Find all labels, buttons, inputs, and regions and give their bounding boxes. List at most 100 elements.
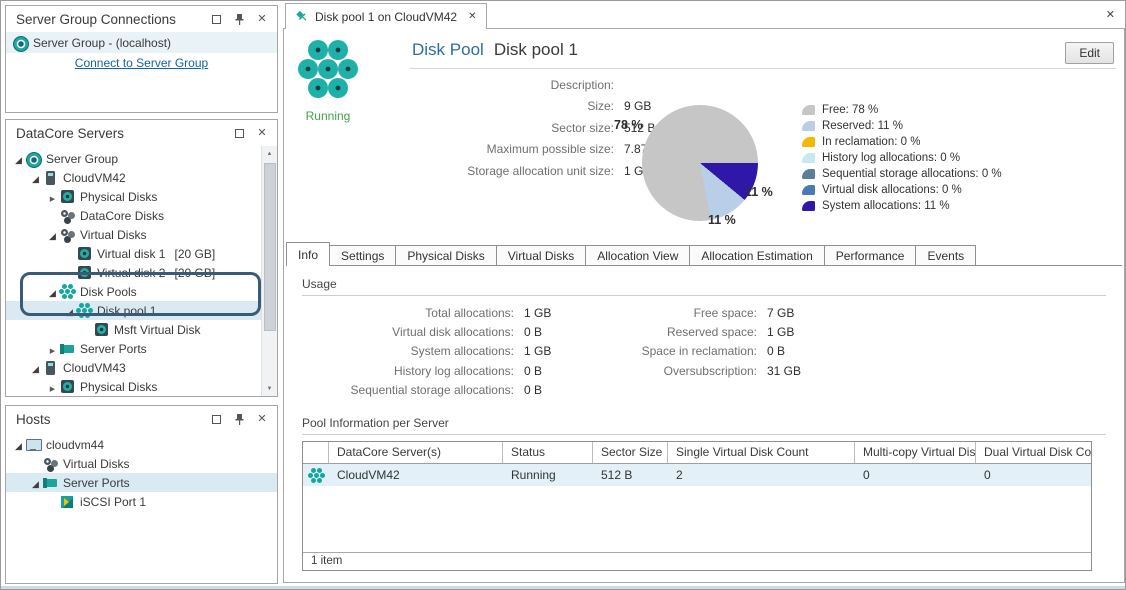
detail-tab[interactable]: Performance [823, 245, 917, 265]
usage-field-row: Free space: 7 GB [574, 303, 801, 322]
tree-item-icon [42, 475, 59, 491]
usage-fields-right: Free space: 7 GB Reserved space: 1 GB Sp… [574, 303, 801, 380]
tree-item[interactable]: DataCore Disks [6, 206, 261, 225]
detail-tab-label: Settings [341, 249, 385, 263]
field-label: Oversubscription: [663, 363, 757, 378]
cell-server: CloudVM42 [337, 468, 400, 482]
connect-to-server-group-link[interactable]: Connect to Server Group [74, 56, 209, 70]
tree-item[interactable]: Virtual Disks [6, 225, 261, 244]
detail-tab[interactable]: Allocation View [585, 245, 691, 265]
table-column-header[interactable] [303, 442, 329, 463]
field-value: 1 GB [767, 324, 795, 339]
field-label: Virtual disk allocations: [392, 324, 514, 339]
tree-item[interactable]: iSCSI Port 1 [6, 492, 277, 511]
tree-item-label: Msft Virtual Disk [114, 322, 201, 337]
maximize-icon[interactable] [231, 126, 247, 140]
scrollbar-thumb[interactable] [263, 163, 276, 331]
table-column-header[interactable]: Dual Virtual Disk Count [976, 442, 1091, 463]
tree-item[interactable]: Disk Pools [6, 282, 261, 301]
tab-close-icon[interactable]: ✕ [468, 11, 477, 22]
tree-item[interactable]: Virtual disk 2 [20 GB] [6, 263, 261, 282]
tree-item[interactable]: Disk pool 1 [6, 301, 261, 320]
tree-item-icon [76, 265, 93, 281]
tree-item[interactable]: CloudVM42 [6, 168, 261, 187]
tree-item-icon [25, 151, 42, 168]
field-label: Size: [587, 99, 614, 114]
tree-expander-icon[interactable] [12, 438, 25, 452]
pin-icon[interactable] [231, 12, 247, 26]
tree-item[interactable]: CloudVM43 [6, 358, 261, 377]
tree-item[interactable]: cloudvm44 [6, 435, 277, 454]
panel-title: DataCore Servers [16, 125, 125, 141]
table-column-header[interactable]: Sector Size [593, 442, 668, 463]
table-row[interactable]: CloudVM42 Running 512 B 2 0 0 [303, 464, 1091, 486]
close-icon[interactable]: ✕ [257, 126, 267, 139]
pie-label-free: 78 % [614, 118, 643, 132]
tree-item[interactable]: Msft Virtual Disk [6, 320, 261, 339]
usage-field-row: History log allocations: 0 B [302, 361, 551, 380]
tree-item[interactable]: Physical Disks [6, 187, 261, 206]
tree-expander-icon[interactable] [46, 342, 59, 356]
field-value: 0 B [767, 344, 786, 359]
tree-item[interactable]: Server Group [6, 149, 261, 168]
tree-item-label: Server Ports [80, 341, 147, 356]
tree-item-icon [59, 494, 76, 510]
tree-expander-icon[interactable] [29, 476, 42, 490]
table-column-header[interactable]: Status [503, 442, 593, 463]
pin-icon[interactable] [231, 412, 247, 426]
table-column-header[interactable]: Single Virtual Disk Count [668, 442, 855, 463]
maximize-icon[interactable] [208, 12, 224, 26]
window-bottom-edge [1, 586, 1125, 589]
scrollbar[interactable]: ▲ ▼ [261, 146, 277, 396]
legend-label: System allocations: 11 % [822, 200, 950, 212]
close-icon[interactable]: ✕ [257, 412, 267, 425]
tree-item[interactable]: Virtual disk 1 [20 GB] [6, 244, 261, 263]
tree-expander-icon[interactable] [46, 190, 59, 204]
legend-swatch [802, 169, 815, 179]
scroll-down-icon[interactable]: ▼ [266, 385, 273, 392]
tree-expander-icon[interactable] [29, 361, 42, 375]
pie-label-system: 11 % [745, 185, 773, 199]
tree-item[interactable]: Server Ports [6, 473, 277, 492]
server-group-connection-item[interactable]: Server Group - (localhost) [6, 32, 277, 53]
tree-expander-icon[interactable] [29, 171, 42, 185]
detail-tab[interactable]: Virtual Disks [495, 245, 587, 265]
table-column-header[interactable]: DataCore Server(s) [329, 442, 503, 463]
tree-expander-icon[interactable] [46, 228, 59, 242]
tree-item-label: Virtual disk 1 [97, 246, 166, 261]
usage-field-row: Oversubscription: 31 GB [574, 361, 801, 380]
legend-item: Free: 78 % [802, 102, 1002, 118]
hosts-tree: cloudvm44 Virtual Disks Server Ports [6, 432, 277, 511]
tree-expander-icon[interactable] [46, 380, 59, 394]
detail-field-row: Maximum possible size: 7.87 PB [384, 139, 667, 161]
detail-tab[interactable]: Allocation Estimation [689, 245, 825, 265]
pane-close-icon[interactable]: ✕ [1105, 9, 1115, 21]
legend-item: In reclamation: 0 % [802, 134, 1002, 150]
detail-tab[interactable]: Info [286, 242, 331, 266]
tree-item[interactable]: Physical Disks [6, 377, 261, 396]
document-tab-disk-pool-1[interactable]: Disk pool 1 on CloudVM42 ✕ [285, 3, 488, 29]
cell-single-count: 2 [676, 468, 683, 482]
maximize-icon[interactable] [208, 412, 224, 426]
detail-tab[interactable]: Physical Disks [395, 245, 497, 265]
document-tabstrip: Disk pool 1 on CloudVM42 ✕ ✕ [283, 1, 1125, 29]
tree-expander-icon[interactable] [12, 152, 25, 166]
edit-button[interactable]: Edit [1065, 42, 1114, 64]
detail-tab[interactable]: Events [915, 245, 977, 265]
detail-tab-label: Info [298, 248, 319, 262]
tree-item[interactable]: Server Ports [6, 339, 261, 358]
detail-tab[interactable]: Settings [329, 245, 397, 265]
table-column-header[interactable]: Multi-copy Virtual Dis... [855, 442, 976, 463]
close-icon[interactable]: ✕ [257, 12, 267, 25]
tree-item-label: CloudVM42 [63, 170, 126, 185]
tree-expander-icon[interactable] [63, 304, 76, 318]
scroll-up-icon[interactable]: ▲ [266, 150, 273, 157]
tree-item[interactable]: Virtual Disks [6, 454, 277, 473]
detail-tab-label: Performance [835, 249, 905, 263]
field-value: 31 GB [767, 363, 802, 378]
field-value: 512 B [624, 120, 656, 135]
tree-expander-icon[interactable] [46, 285, 59, 299]
tree-item-label: Virtual Disks [63, 456, 130, 471]
panel-header: Hosts ✕ [6, 406, 277, 432]
object-type-label: Disk Pool [412, 40, 484, 59]
